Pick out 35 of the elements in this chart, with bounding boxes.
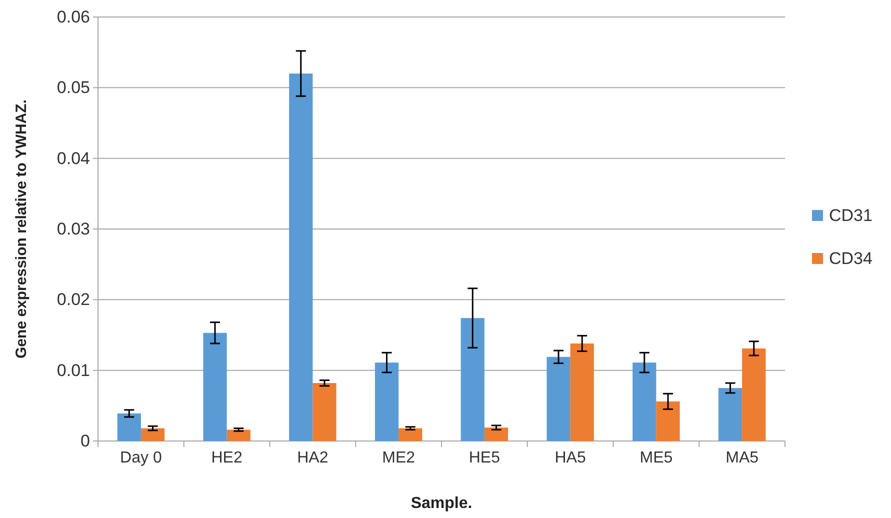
y-tick-label: 0.06: [56, 7, 90, 26]
bar: [460, 318, 484, 441]
bar: [289, 74, 313, 441]
y-tick-label: 0: [80, 431, 90, 450]
bar: [570, 343, 594, 441]
bar: [312, 383, 336, 441]
x-tick-label: ME5: [640, 449, 673, 466]
bar: [718, 388, 742, 441]
x-tick-label: Day 0: [120, 449, 162, 466]
x-tick-label: MA5: [726, 449, 759, 466]
bar: [203, 332, 227, 441]
bar: [656, 401, 680, 441]
y-tick-label: 0.05: [56, 78, 90, 98]
x-tick-label: HE2: [211, 449, 242, 466]
y-tick-label: 0.03: [56, 219, 90, 238]
bar: [484, 428, 508, 441]
y-tick-label: 0.01: [56, 360, 90, 380]
legend-label: CD34: [829, 249, 872, 268]
bar: [632, 362, 656, 441]
x-tick-label: HE5: [468, 449, 500, 466]
x-tick-label: HA2: [297, 449, 328, 466]
bar: [398, 428, 422, 441]
x-axis-title: Sample.: [410, 495, 472, 512]
bar: [117, 413, 141, 441]
x-tick-label: ME2: [382, 449, 416, 466]
bar: [140, 428, 165, 441]
y-tick-label: 0.04: [56, 148, 90, 168]
y-axis-title: Gene expression relative to YWHAZ.: [13, 100, 30, 358]
bar: [742, 348, 766, 441]
x-tick-label: HA5: [554, 449, 586, 466]
y-tick-label: 0.02: [56, 290, 90, 310]
legend-label: CD31: [829, 206, 872, 225]
bar: [546, 356, 570, 441]
bar: [226, 430, 250, 441]
bar: [374, 362, 399, 441]
